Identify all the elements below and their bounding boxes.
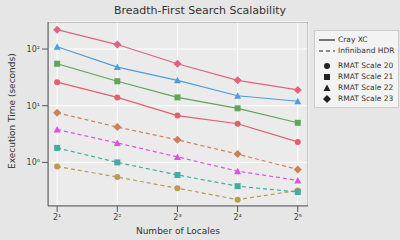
svg-text:10¹: 10¹ <box>27 102 40 111</box>
svg-text:2⁵: 2⁵ <box>294 213 302 222</box>
html-text:Breadth-First Search Scalabili: Breadth-First Search Scalability <box>114 4 286 17</box>
svg-text:10⁰: 10⁰ <box>27 158 40 167</box>
svg-text:2⁴: 2⁴ <box>233 213 241 222</box>
html-text:RMAT Scale 22: RMAT Scale 22 <box>338 83 394 92</box>
html-text:Infiniband HDR: Infiniband HDR <box>338 46 395 55</box>
html-text:RMAT Scale 23: RMAT Scale 23 <box>338 94 394 103</box>
svg-text:Execution Time (seconds): Execution Time (seconds) <box>8 53 17 169</box>
html-text:RMAT Scale 21: RMAT Scale 21 <box>338 72 394 81</box>
svg-text:10²: 10² <box>27 45 40 54</box>
svg-text:2¹: 2¹ <box>53 213 61 222</box>
svg-text:2³: 2³ <box>173 213 181 222</box>
svg-text:2²: 2² <box>113 213 121 222</box>
html-text:RMAT Scale 20: RMAT Scale 20 <box>338 61 394 70</box>
html-text:Cray XC: Cray XC <box>338 35 368 44</box>
svg-text:Number of Locales: Number of Locales <box>136 226 220 236</box>
